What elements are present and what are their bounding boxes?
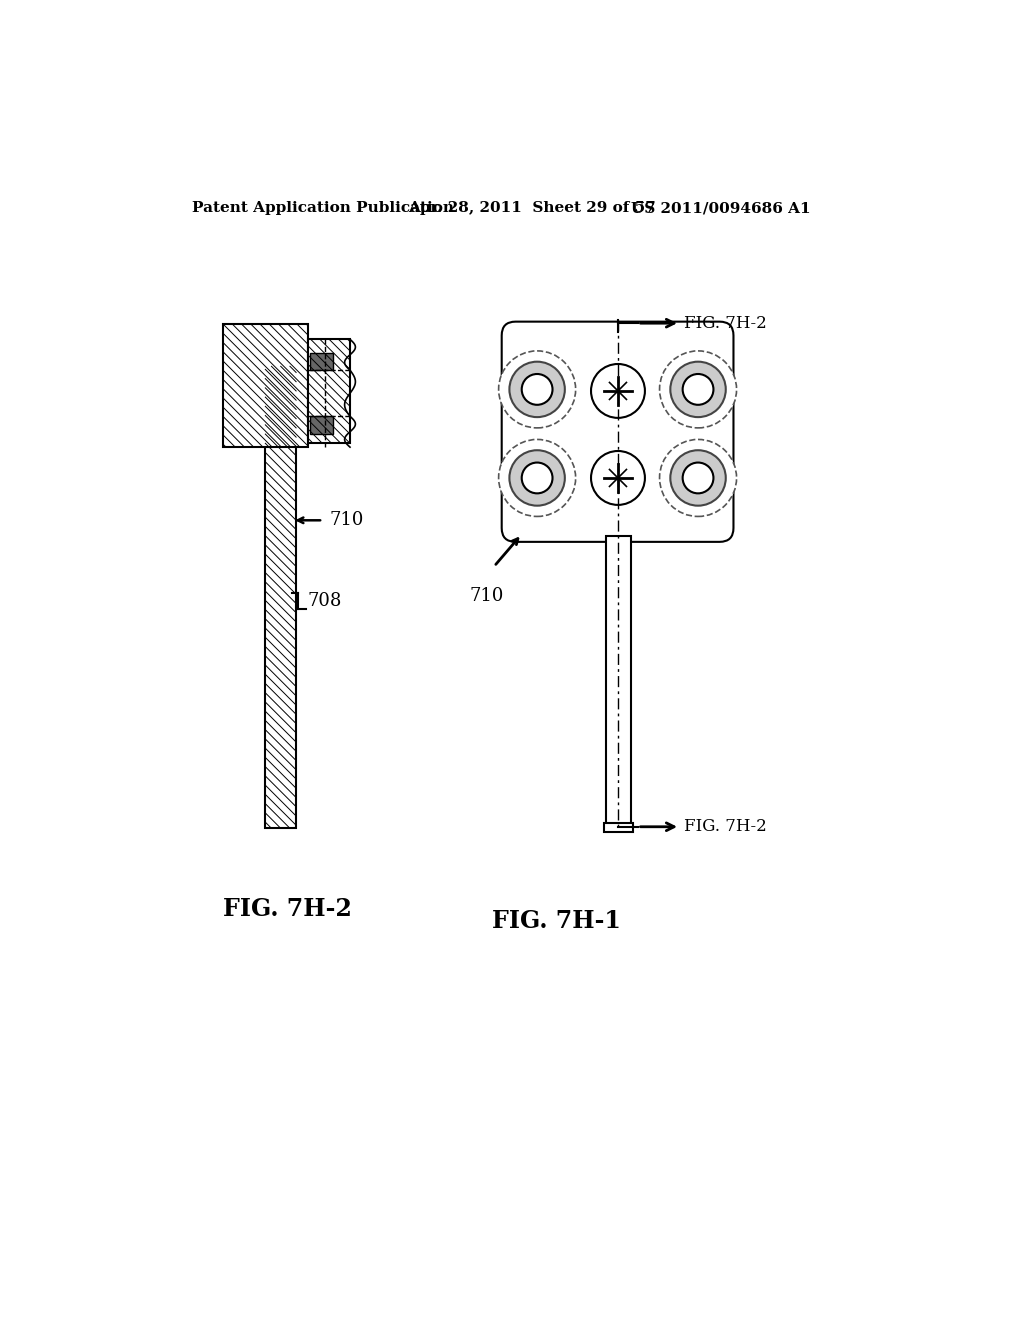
Circle shape bbox=[683, 462, 714, 494]
Bar bbox=[310, 416, 333, 434]
Bar bbox=[605, 536, 631, 825]
Text: FIG. 7H-1: FIG. 7H-1 bbox=[493, 908, 622, 933]
Circle shape bbox=[521, 374, 553, 405]
Bar bbox=[223, 323, 307, 447]
Text: FIG. 7H-2: FIG. 7H-2 bbox=[223, 898, 352, 921]
Text: US 2011/0094686 A1: US 2011/0094686 A1 bbox=[631, 202, 811, 215]
Bar bbox=[265, 367, 296, 829]
Bar bbox=[307, 339, 350, 444]
Circle shape bbox=[659, 440, 736, 516]
Text: 708: 708 bbox=[307, 593, 342, 610]
Circle shape bbox=[671, 450, 726, 506]
Bar bbox=[604, 822, 633, 832]
Bar bbox=[310, 354, 333, 370]
Circle shape bbox=[659, 351, 736, 428]
Bar bbox=[307, 339, 350, 444]
Circle shape bbox=[499, 351, 575, 428]
Text: FIG. 7H-2: FIG. 7H-2 bbox=[684, 314, 767, 331]
Circle shape bbox=[509, 450, 565, 506]
Text: Apr. 28, 2011  Sheet 29 of 57: Apr. 28, 2011 Sheet 29 of 57 bbox=[408, 202, 655, 215]
Bar bbox=[223, 323, 307, 447]
FancyBboxPatch shape bbox=[502, 322, 733, 543]
Bar bbox=[265, 367, 296, 829]
Circle shape bbox=[509, 362, 565, 417]
Text: Patent Application Publication: Patent Application Publication bbox=[193, 202, 455, 215]
Text: 710: 710 bbox=[469, 587, 504, 605]
Circle shape bbox=[499, 440, 575, 516]
Text: FIG. 7H-2: FIG. 7H-2 bbox=[684, 818, 767, 836]
Text: 710: 710 bbox=[330, 511, 364, 529]
Circle shape bbox=[591, 451, 645, 506]
Circle shape bbox=[671, 362, 726, 417]
Circle shape bbox=[521, 462, 553, 494]
Circle shape bbox=[683, 374, 714, 405]
Circle shape bbox=[591, 364, 645, 418]
